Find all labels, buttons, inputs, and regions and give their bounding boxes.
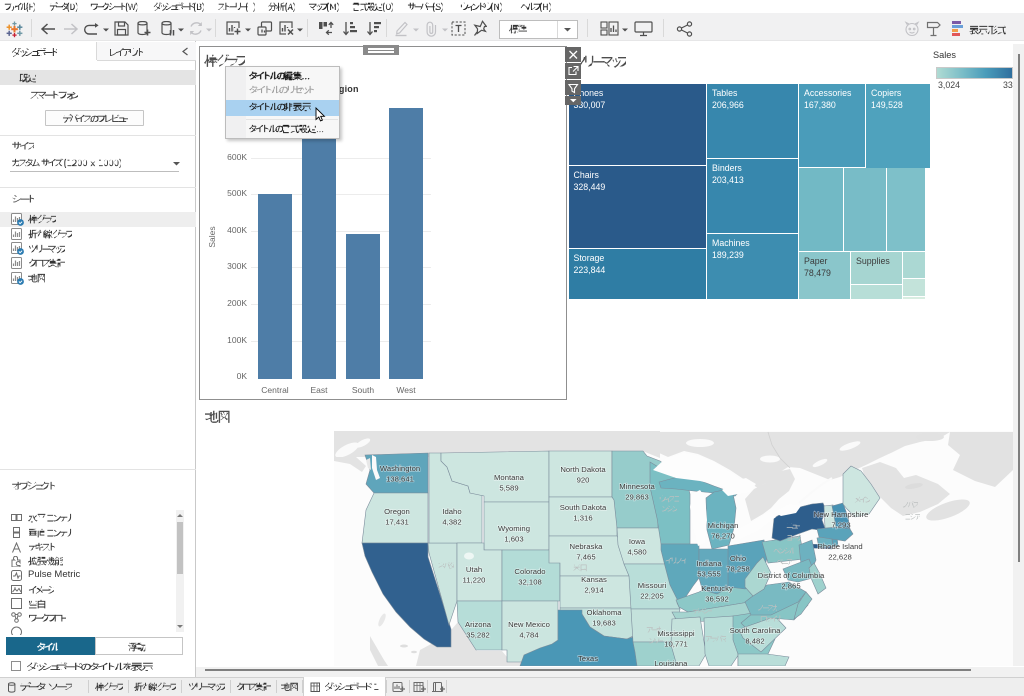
svg-text:4,580: 4,580: [627, 548, 646, 557]
svg-text:138,641: 138,641: [386, 475, 414, 484]
svg-text:76,270: 76,270: [711, 532, 735, 541]
svg-text:Michigan: Michigan: [708, 521, 739, 530]
svg-text:Arizona: Arizona: [465, 620, 492, 629]
svg-text:Oregon: Oregon: [384, 507, 410, 516]
svg-text:7,293: 7,293: [831, 521, 850, 530]
svg-text:920: 920: [577, 476, 590, 485]
svg-text:78,258: 78,258: [726, 565, 750, 574]
svg-text:53,555: 53,555: [697, 570, 721, 579]
svg-text:7,465: 7,465: [576, 553, 595, 562]
svg-text:4,784: 4,784: [519, 631, 539, 640]
svg-text:Idaho: Idaho: [442, 507, 461, 516]
svg-text:1,316: 1,316: [573, 514, 592, 523]
svg-text:Indiana: Indiana: [696, 559, 722, 568]
svg-text:1,603: 1,603: [504, 535, 523, 544]
svg-text:Wyoming: Wyoming: [498, 524, 530, 533]
svg-text:South Dakota: South Dakota: [560, 503, 607, 512]
svg-text:Minnesota: Minnesota: [619, 482, 655, 491]
svg-text:Texas: Texas: [578, 654, 598, 663]
svg-text:Utah: Utah: [466, 565, 482, 574]
svg-text:2,865: 2,865: [781, 582, 800, 591]
svg-text:29,863: 29,863: [625, 493, 649, 502]
svg-text:New Hampshire: New Hampshire: [814, 510, 869, 519]
svg-text:17,431: 17,431: [385, 518, 409, 527]
svg-text:Ohio: Ohio: [730, 554, 746, 563]
svg-text:Missouri: Missouri: [638, 581, 667, 590]
svg-text:District of Columbia: District of Columbia: [758, 571, 825, 580]
svg-text:Oklahoma: Oklahoma: [586, 608, 622, 617]
svg-text:2,914: 2,914: [584, 586, 604, 595]
svg-text:Montana: Montana: [494, 473, 525, 482]
svg-text:4,382: 4,382: [442, 518, 461, 527]
svg-text:Rhode Island: Rhode Island: [817, 542, 862, 551]
svg-text:Iowa: Iowa: [629, 537, 646, 546]
svg-text:36,592: 36,592: [705, 595, 729, 604]
svg-text:32,108: 32,108: [518, 578, 542, 587]
svg-text:8,482: 8,482: [745, 637, 764, 646]
svg-text:5,589: 5,589: [499, 484, 518, 493]
svg-text:Kentucky: Kentucky: [701, 584, 733, 593]
svg-text:Mississippi: Mississippi: [657, 629, 694, 638]
svg-text:Nebraska: Nebraska: [570, 542, 604, 551]
svg-text:New Mexico: New Mexico: [508, 620, 550, 629]
svg-text:35,282: 35,282: [466, 631, 490, 640]
svg-text:19,683: 19,683: [592, 619, 616, 628]
svg-text:22,628: 22,628: [828, 553, 852, 562]
svg-text:11,220: 11,220: [463, 576, 486, 585]
svg-text:Louisiana: Louisiana: [655, 659, 689, 666]
svg-text:Kansas: Kansas: [581, 575, 607, 584]
svg-text:North Dakota: North Dakota: [560, 465, 606, 474]
svg-text:South Carolina: South Carolina: [730, 626, 782, 635]
svg-text:Colorado: Colorado: [514, 567, 545, 576]
svg-text:22,205: 22,205: [640, 592, 664, 601]
svg-text:10,771: 10,771: [664, 640, 688, 649]
svg-text:Washington: Washington: [380, 464, 420, 473]
